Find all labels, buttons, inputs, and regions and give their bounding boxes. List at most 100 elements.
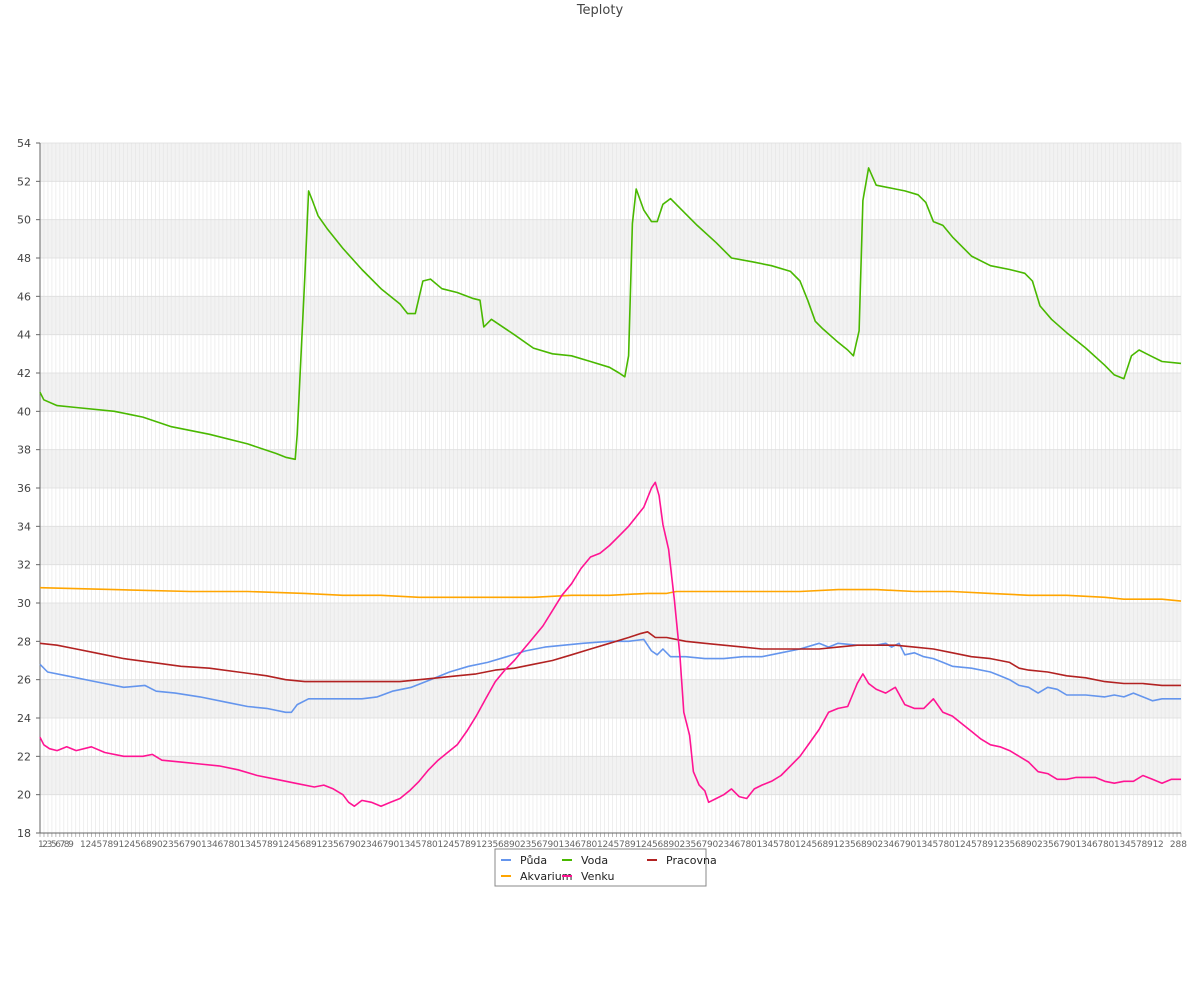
x-tick-label: 1 [476, 840, 482, 850]
x-tick-label: 1 [834, 840, 840, 850]
x-tick-label: 1 [795, 840, 801, 850]
x-tick-label: 6 [575, 840, 581, 850]
y-tick-label: 38 [17, 444, 31, 457]
x-tick-label: 9 [152, 840, 158, 850]
grid-band [40, 603, 1181, 642]
x-tick-label: 2 [482, 840, 488, 850]
x-tick-label: 7 [383, 840, 389, 850]
x-tick-label: 4 [806, 840, 812, 850]
y-tick-label: 34 [17, 520, 31, 533]
x-tick-label: 8 [1103, 840, 1109, 850]
x-tick-label: 4 [570, 840, 576, 850]
x-tick-label: 7 [1059, 840, 1065, 850]
x-tick-label: 8 [1021, 840, 1027, 850]
y-tick-label: 52 [17, 175, 31, 188]
x-tick-label: 0 [592, 840, 598, 850]
x-tick-label: 0 [751, 840, 757, 850]
x-tick-label: 9 [707, 840, 713, 850]
x-tick-label: 3 [845, 840, 851, 850]
x-tick-label: 2 [86, 840, 92, 850]
x-tick-label: 7 [1136, 840, 1142, 850]
x-tick-label: 3 [1081, 840, 1087, 850]
x-tick-label: 3 [685, 840, 691, 850]
x-tick-label: 3 [405, 840, 411, 850]
x-tick-label: 0 [515, 840, 521, 850]
x-tick-label: 7 [740, 840, 746, 850]
x-tick-label: 2 [839, 840, 845, 850]
x-tick-label: 8 [306, 840, 312, 850]
x-tick-label: 0 [872, 840, 878, 850]
x-tick-label: 3 [487, 840, 493, 850]
x-tick-label: 6 [377, 840, 383, 850]
x-tick-label: 3 [564, 840, 570, 850]
x-tick-label: 0 [553, 840, 559, 850]
grid-band [40, 679, 1181, 718]
x-tick-label: 0 [1070, 840, 1076, 850]
y-tick-label: 36 [17, 482, 31, 495]
y-tick-label: 18 [17, 827, 31, 840]
x-tick-label: 5 [850, 840, 856, 850]
x-tick-label: 9 [1147, 840, 1153, 850]
x-tick-label: 6 [1092, 840, 1098, 850]
legend: Půda Voda Pracovna Akvarium Venku [494, 848, 717, 887]
x-tick-label: 2 [163, 840, 169, 850]
y-tick-label: 32 [17, 559, 31, 572]
x-tick-label: 6 [498, 840, 504, 850]
x-tick-label: 5 [971, 840, 977, 850]
series-line-venku [39, 481, 1181, 807]
x-tick-label: 2 [801, 840, 807, 850]
x-tick-label: 9 [630, 840, 636, 850]
x-tick-label: 7 [779, 840, 785, 850]
x-tick-label: 5 [1131, 840, 1137, 850]
x-tick-label: 5 [1048, 840, 1054, 850]
x-tick-label: 5 [51, 840, 57, 850]
x-tick-label: 2 [718, 840, 724, 850]
x-tick-label: 3 [883, 840, 889, 850]
x-tick-label: 1 [38, 840, 44, 850]
x-tick-label: 6 [1015, 840, 1021, 850]
x-tick-label: 2 [42, 840, 48, 850]
x-tick-label: 4 [768, 840, 774, 850]
x-tick-label: 0 [713, 840, 719, 850]
x-tick-label: 8 [586, 840, 592, 850]
x-tick-label: 7 [542, 840, 548, 850]
x-tick-label: 2 [284, 840, 290, 850]
x-tick-label: 4 [372, 840, 378, 850]
x-tick-label: 9 [68, 840, 74, 850]
x-tick-label: 0 [355, 840, 361, 850]
x-tick-label: 5 [256, 840, 262, 850]
x-tick-label: 9 [509, 840, 515, 850]
x-tick-label: 0 [949, 840, 955, 850]
x-tick-label: 4 [729, 840, 735, 850]
x-tick-label: 9 [988, 840, 994, 850]
x-tick-label: 9 [867, 840, 873, 850]
x-tick-label: 4 [130, 840, 136, 850]
x-tick-label: 4 [212, 840, 218, 850]
x-tick-label: 4 [966, 840, 972, 850]
x-tick-label: 6 [856, 840, 862, 850]
x-tick-label: 1 [559, 840, 565, 850]
x-tick-label: 1 [80, 840, 86, 850]
x-tick-label: 1 [993, 840, 999, 850]
x-tick-label: 2 [124, 840, 130, 850]
x-tick-label: 3 [1004, 840, 1010, 850]
x-tick-label: 1 [438, 840, 444, 850]
x-tick-label: 4 [927, 840, 933, 850]
x-tick-label: 4 [410, 840, 416, 850]
x-tick-label: 2 [443, 840, 449, 850]
x-tick-label: 4 [251, 840, 257, 850]
x-tick-label: 7 [977, 840, 983, 850]
x-tick-label: 8 [267, 840, 273, 850]
x-tick-label: 8 [746, 840, 752, 850]
x-tick-label: 9 [350, 840, 356, 850]
x-tick-label: 0 [157, 840, 163, 850]
y-tick-label: 22 [17, 750, 31, 763]
x-tick-label: 9 [273, 840, 279, 850]
x-tick-label: 1 [636, 840, 642, 850]
x-tick-label: 3 [922, 840, 928, 850]
x-tick-label: 6 [1054, 840, 1060, 850]
x-tick-label: 4 [608, 840, 614, 850]
x-tick-label: 8 [944, 840, 950, 850]
x-tick-label: 1 [1076, 840, 1082, 850]
x-tick-label: 5 [812, 840, 818, 850]
